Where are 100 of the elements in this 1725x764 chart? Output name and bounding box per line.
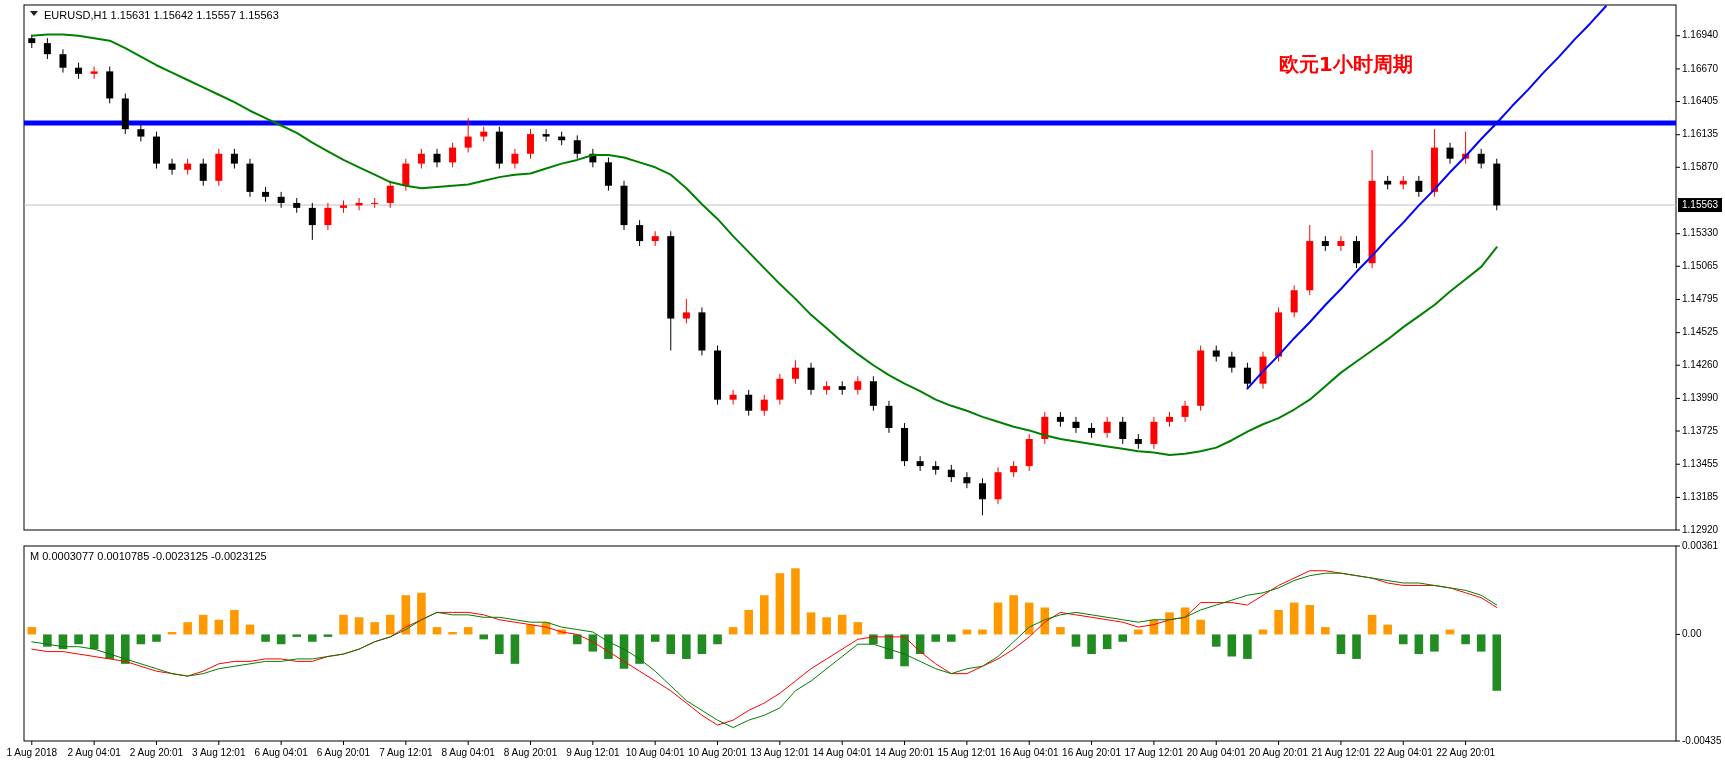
bar: [1165, 612, 1174, 635]
bar: [417, 592, 426, 635]
bar: [635, 634, 644, 664]
bar: [526, 624, 535, 635]
x-tick-label: 22 Aug 04:01: [1373, 747, 1434, 758]
y-tick-label: 1.15065: [1682, 259, 1719, 271]
annotation: 欧元1小时周期: [1278, 52, 1413, 76]
bar: [1102, 634, 1112, 650]
candlestick: [371, 197, 379, 209]
bar: [1211, 634, 1221, 647]
bar: [760, 595, 769, 635]
x-tick-label: 2 Aug 04:01: [67, 747, 122, 758]
y-tick-label: 1.13185: [1682, 491, 1719, 503]
bar: [308, 634, 317, 642]
bar: [1243, 634, 1252, 659]
x-tick-label: 10 Aug 04:01: [625, 747, 686, 758]
x-tick-label: 17 Aug 12:01: [1124, 747, 1184, 758]
x-tick-label: 14 Aug 20:01: [875, 747, 935, 758]
y-tick-label: 1.14260: [1682, 358, 1719, 370]
bar: [1352, 634, 1361, 659]
x-tick-label: 7 Aug 12:01: [379, 747, 433, 758]
x-tick-label: 8 Aug 04:01: [441, 747, 496, 758]
bar: [837, 614, 847, 635]
candlestick: [885, 400, 893, 434]
bar: [479, 634, 489, 640]
candlestick: [1103, 416, 1111, 439]
bar: [1289, 602, 1299, 635]
bar: [1367, 614, 1377, 635]
bar: [993, 602, 1003, 635]
y-tick-label: 1.15330: [1682, 227, 1719, 239]
candlestick: [1228, 351, 1236, 374]
x-tick-label: 21 Aug 12:01: [1311, 747, 1371, 758]
bar: [1305, 605, 1315, 635]
bar: [1087, 634, 1096, 655]
bar: [682, 634, 691, 659]
x-tick-label: 8 Aug 20:01: [503, 747, 558, 758]
x-tick-label: 6 Aug 04:01: [254, 747, 309, 758]
bar: [697, 634, 707, 655]
chart-title: M 0.0003077 0.0010785 -0.0023125 -0.0023125: [30, 550, 267, 562]
candlestick: [604, 156, 612, 192]
bar: [1430, 634, 1439, 652]
candlestick: [636, 219, 644, 247]
y-tick-label: 1.16405: [1682, 95, 1719, 107]
bar: [74, 634, 83, 645]
candlestick: [527, 128, 535, 160]
bar: [152, 634, 161, 642]
candlestick: [464, 117, 472, 154]
candlestick: [1477, 148, 1485, 170]
bar: [1383, 624, 1392, 635]
candlestick: [745, 389, 753, 417]
candlestick: [137, 123, 145, 142]
y-tick-label: 1.14525: [1682, 326, 1719, 338]
bar: [1118, 634, 1128, 642]
bar: [744, 609, 753, 635]
bar: [1196, 619, 1205, 635]
candlestick: [963, 471, 971, 489]
x-tick-label: 3 Aug 12:01: [192, 747, 246, 758]
bar: [323, 634, 333, 637]
candlestick: [402, 158, 410, 192]
bar: [1274, 609, 1283, 635]
x-tick-label: 20 Aug 04:01: [1186, 747, 1247, 758]
bar: [385, 614, 395, 635]
x-tick-label: 9 Aug 12:01: [566, 747, 620, 758]
bar: [666, 634, 676, 655]
bar: [931, 634, 940, 642]
candlestick: [1072, 416, 1080, 434]
bar: [1071, 634, 1081, 647]
bar: [261, 634, 270, 642]
bar: [650, 634, 660, 642]
bar: [495, 634, 504, 655]
y-tick-label: 1.16135: [1682, 128, 1719, 140]
candlestick: [776, 373, 784, 406]
bar: [1009, 595, 1018, 635]
candlestick: [573, 134, 581, 160]
candlestick: [978, 477, 986, 516]
candlestick: [542, 128, 550, 142]
bar: [1056, 627, 1065, 635]
candlestick: [1415, 175, 1423, 198]
bar: [370, 622, 379, 635]
bar: [136, 634, 146, 645]
y-tick-label: 1.13990: [1682, 392, 1719, 404]
bar: [89, 634, 99, 650]
y-tick-label: 1.16670: [1682, 62, 1719, 74]
y-tick-label: -0.00435: [1682, 734, 1722, 746]
candlestick: [760, 394, 768, 417]
bar: [1492, 634, 1502, 691]
x-tick-label: 16 Aug 20:01: [1062, 747, 1122, 758]
candlestick: [791, 359, 799, 385]
candlestick: [807, 362, 815, 396]
candlestick: [1181, 400, 1189, 423]
bar: [230, 609, 239, 635]
y-tick-label: 1.13455: [1682, 457, 1719, 469]
x-tick-label: 10 Aug 20:01: [688, 747, 748, 758]
bar: [292, 634, 302, 637]
candlestick: [417, 148, 425, 170]
bar: [276, 634, 286, 645]
candlestick: [511, 148, 519, 170]
x-tick-label: 13 Aug 12:01: [750, 747, 810, 758]
y-tick-label: 1.14795: [1682, 293, 1719, 305]
candlestick: [682, 298, 690, 324]
